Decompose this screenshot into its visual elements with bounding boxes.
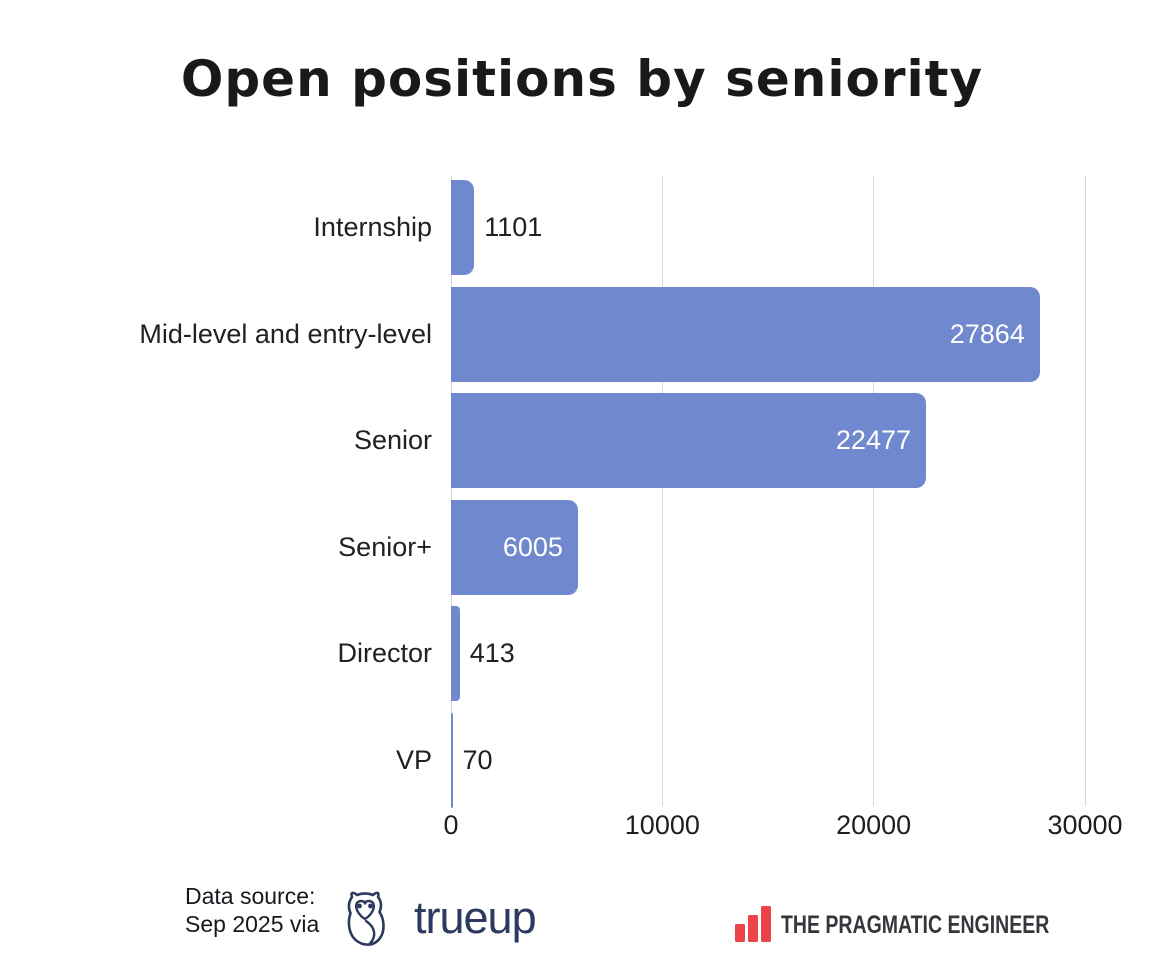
chart-title: Open positions by seniority [180, 50, 984, 108]
trueup-wordmark: trueup [414, 892, 537, 943]
x-axis-tick-label: 0 [443, 810, 459, 840]
category-label: Internship [313, 212, 432, 242]
data-source-line1: Data source: [185, 883, 316, 909]
trueup-owl-icon [345, 888, 389, 955]
x-axis-tick-label: 20000 [836, 810, 912, 840]
bar [451, 393, 926, 489]
x-axis-tick-label: 30000 [1047, 810, 1123, 840]
category-label: Senior [353, 425, 432, 456]
bar [451, 606, 460, 702]
bar-value-label: 413 [469, 638, 515, 669]
pragmatic-engineer-logo: THE PRAGMATIC ENGINEER [735, 906, 1125, 942]
pragmatic-engineer-wordmark: THE PRAGMATIC ENGINEER [781, 911, 1050, 939]
x-axis-tick-label: 10000 [624, 810, 700, 840]
gridline-x-20000 [873, 176, 875, 806]
bar-value-label: 1101 [484, 212, 543, 242]
data-source-note: Data source: Sep 2025 via [185, 882, 319, 938]
bar [451, 286, 1040, 382]
gridline-x-0 [450, 176, 452, 806]
bar [451, 180, 475, 275]
bar [451, 499, 578, 595]
bar [451, 713, 453, 808]
category-label: Senior+ [338, 531, 432, 562]
data-source-line2: Sep 2025 via [185, 911, 320, 937]
category-label: Director [337, 638, 432, 669]
bar-value-label: 6005 [502, 531, 563, 562]
category-label: Mid-level and entry-level [139, 318, 432, 349]
bar-value-label: 22477 [835, 425, 911, 456]
bar-value-label: 27864 [949, 318, 1025, 349]
category-label: VP [395, 745, 432, 775]
red-bars-icon [735, 906, 772, 942]
gridline-x-30000 [1084, 176, 1086, 806]
gridline-x-10000 [661, 176, 663, 806]
bar-value-label: 70 [462, 745, 493, 775]
